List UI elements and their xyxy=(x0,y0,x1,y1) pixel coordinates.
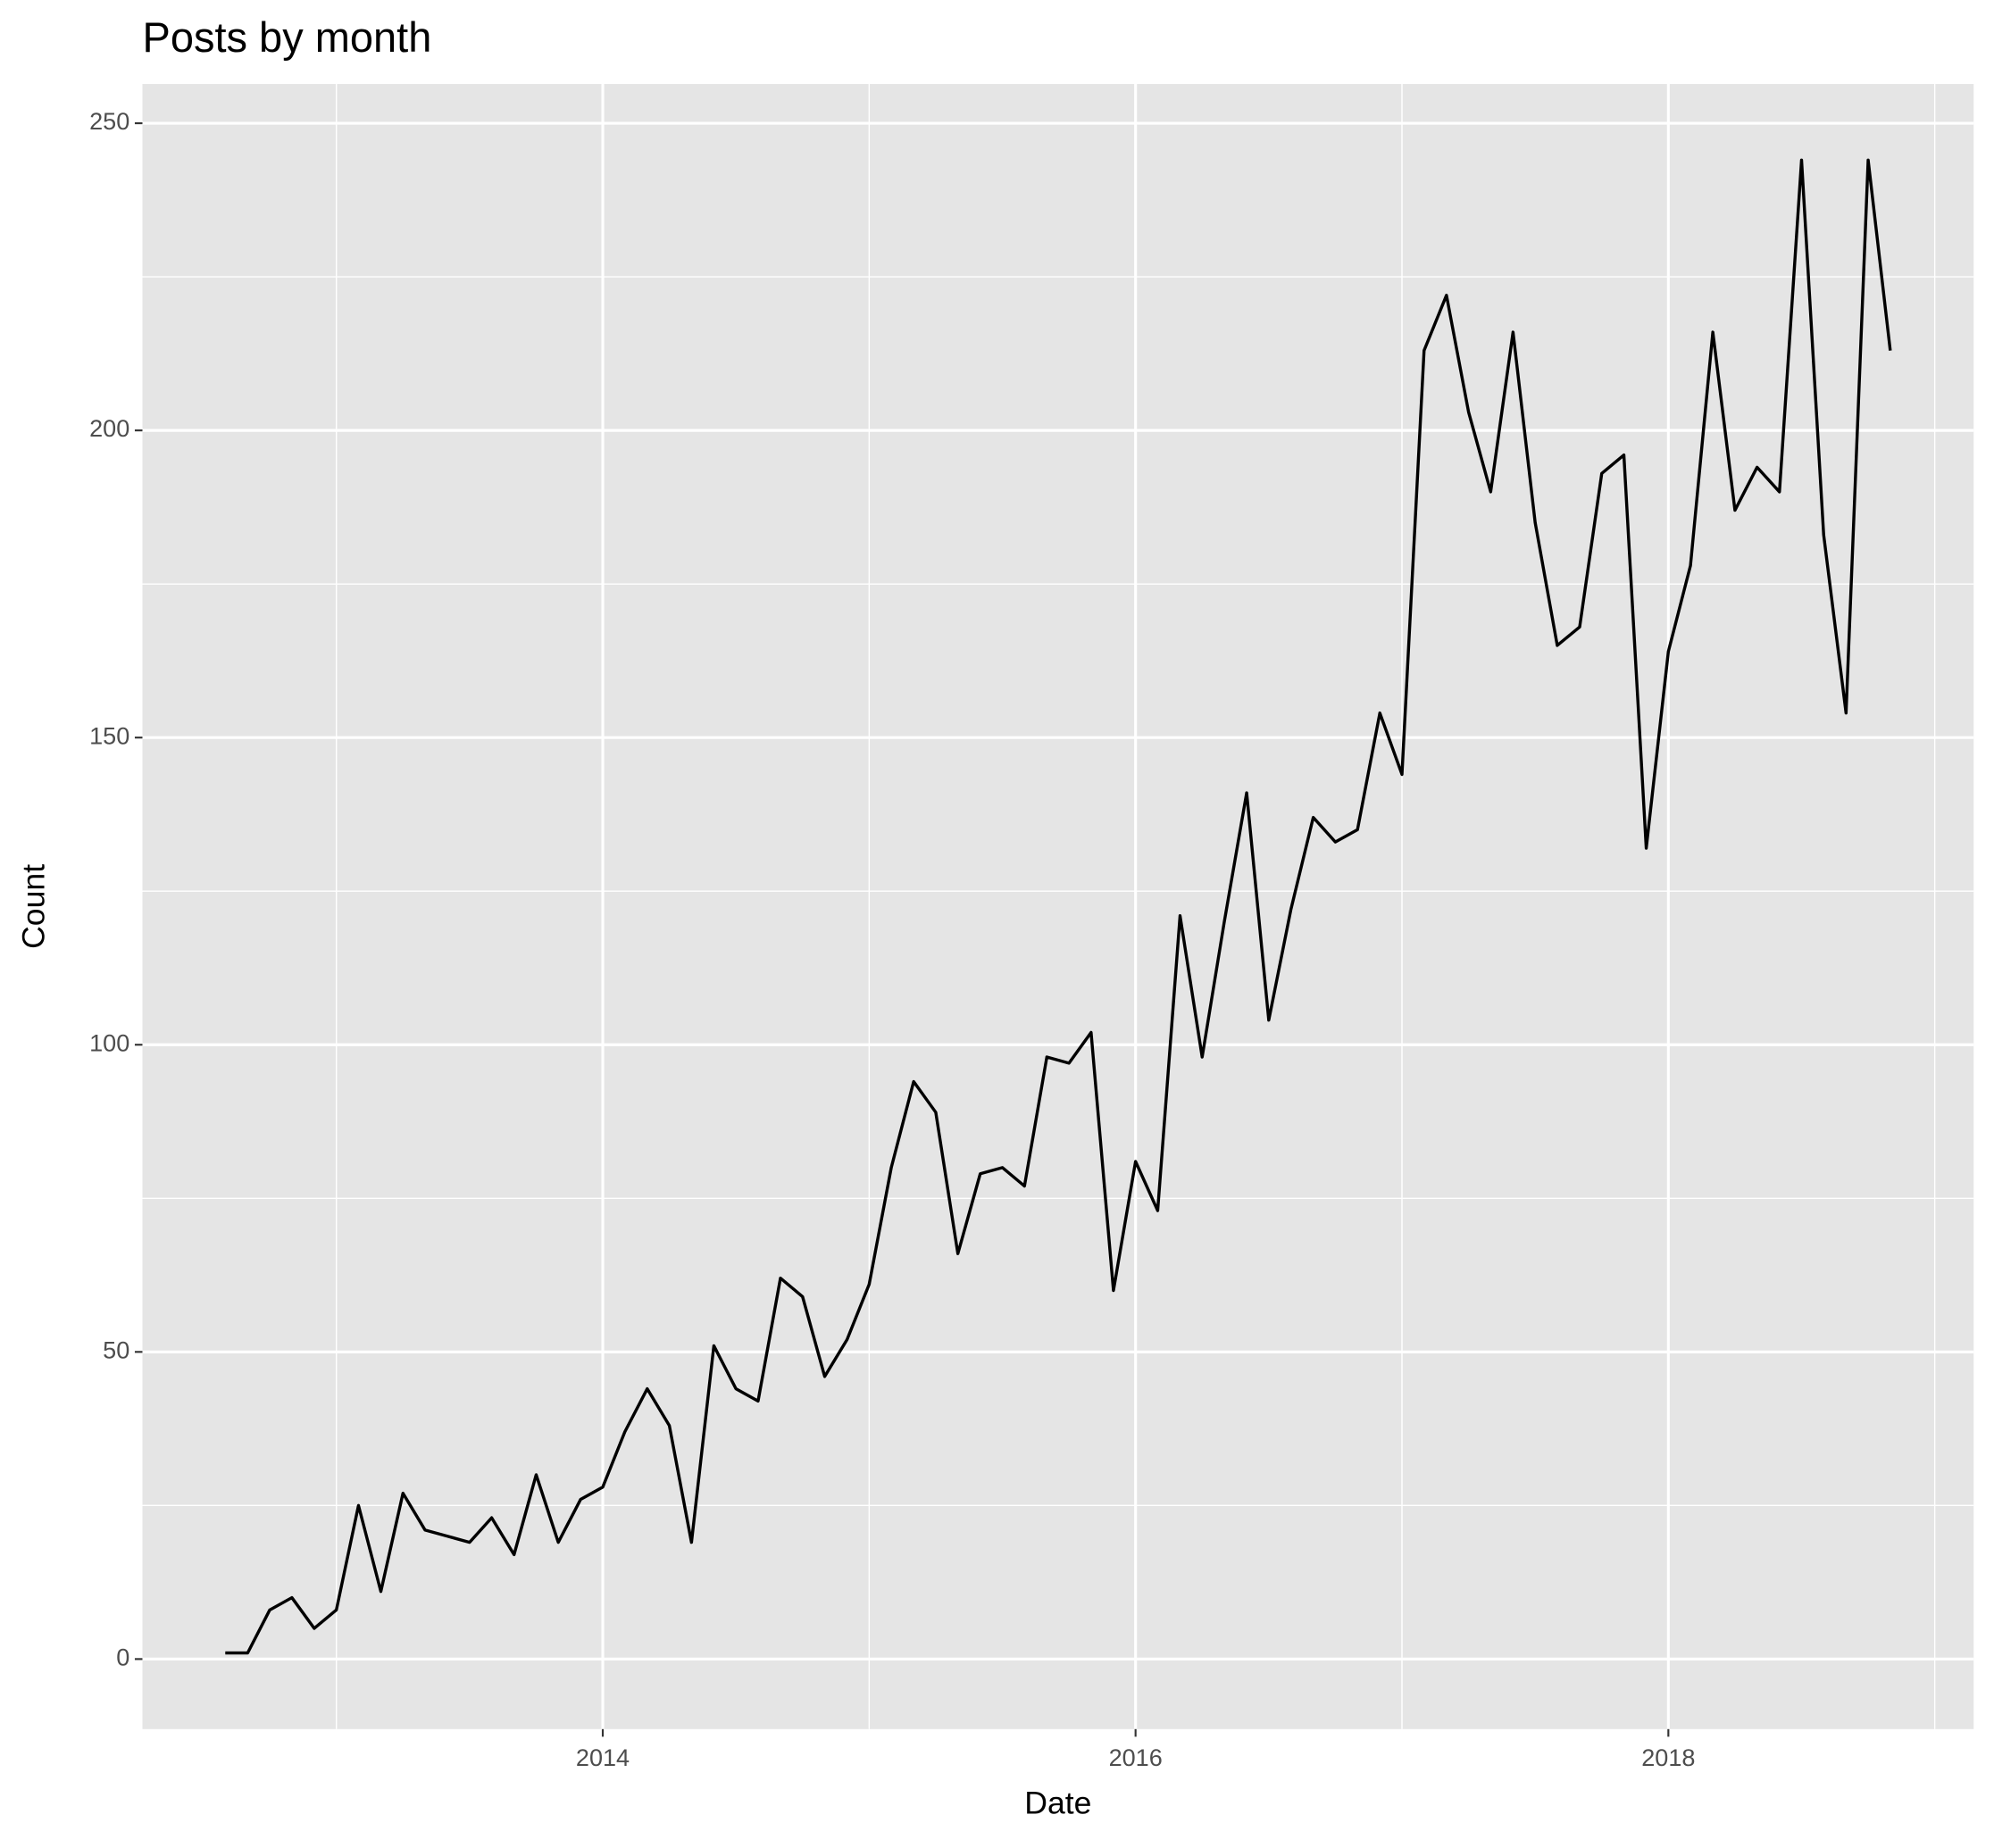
chart-title: Posts by month xyxy=(142,13,431,61)
x-axis-title: Date xyxy=(1024,1786,1091,1821)
y-tick-label: 100 xyxy=(89,1029,129,1056)
data-line xyxy=(225,158,1892,1655)
x-tick-label: 2016 xyxy=(1109,1744,1163,1771)
y-tick-label: 0 xyxy=(116,1644,129,1671)
x-tick-label: 2018 xyxy=(1641,1744,1695,1771)
x-tick-label: 2014 xyxy=(576,1744,630,1771)
panel xyxy=(142,84,1974,1729)
y-tick-label: 50 xyxy=(103,1336,129,1363)
y-tick-label: 200 xyxy=(89,415,129,442)
y-tick-label: 150 xyxy=(89,722,129,749)
y-axis-title: Count xyxy=(15,864,51,949)
y-tick-label: 250 xyxy=(89,108,129,135)
